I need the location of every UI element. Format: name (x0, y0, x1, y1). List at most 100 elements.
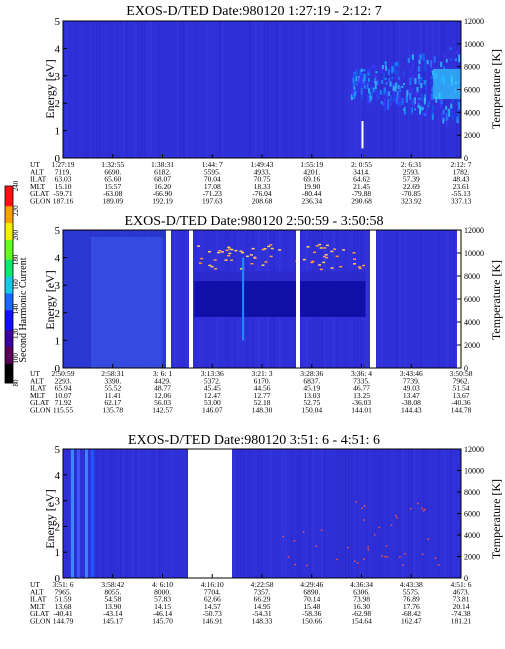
orbit-table-cell: 6837. (303, 376, 320, 385)
heatmap-cell (385, 545, 388, 547)
heatmap-cell (417, 502, 419, 505)
orbit-table-cell: 145.70 (152, 617, 173, 626)
heatmap-streak (84, 21, 86, 158)
heatmap-cell (264, 261, 268, 263)
orbit-table-cell: 3:21: 3 (251, 369, 272, 378)
orbit-table-cell: 3:36: 4 (351, 369, 372, 378)
colorbar-segment (5, 366, 13, 370)
orbit-table-cell: 3:51: 6 (52, 580, 73, 589)
heatmap-streak (342, 21, 344, 158)
colorbar-segment (5, 216, 13, 221)
heatmap-cell (394, 82, 397, 88)
colorbar-segment (5, 233, 13, 238)
orbit-table-cell: 4:16:10 (201, 580, 224, 589)
heatmap-cell (393, 70, 396, 75)
orbit-table-cell: 5595. (204, 167, 221, 176)
heatmap-cell (411, 54, 414, 60)
colorbar-segment (5, 335, 13, 339)
heatmap-cell (384, 77, 387, 80)
heatmap-cell (319, 247, 323, 249)
heatmap-cell (440, 101, 443, 110)
orbit-table-cell: 197.63 (202, 197, 223, 206)
orbit-row-label: UT (30, 580, 40, 589)
heatmap-streak (306, 21, 308, 158)
heatmap-streak (381, 21, 383, 158)
heatmap-cell (388, 78, 391, 81)
colorbar-segment (5, 323, 13, 328)
orbit-row-label: GLON (30, 406, 51, 415)
orbit-table-cell: 146.91 (202, 617, 223, 626)
heatmap-cell (353, 258, 357, 260)
heatmap-cell (458, 101, 461, 110)
heatmap-cell (352, 252, 356, 254)
heatmap-cell (429, 81, 432, 85)
heatmap-streak (276, 21, 278, 158)
orbit-table-cell: 68.07 (154, 175, 171, 184)
orbit-table-cell: -46.14 (153, 609, 173, 618)
heatmap-streak (381, 230, 383, 368)
colorbar-tick-label: 100 (12, 353, 20, 364)
colorbar-tick-label: 180 (12, 254, 20, 265)
heatmap-cell (368, 67, 371, 75)
heatmap-cell (228, 248, 232, 250)
heatmap-cell (342, 249, 346, 251)
orbit-row-label: MLT (30, 182, 46, 191)
heatmap-cell (389, 81, 392, 87)
data-gap (296, 229, 300, 369)
heatmap-cell (396, 516, 398, 519)
heatmap-streak (438, 449, 440, 578)
colorbar-segment (5, 337, 13, 342)
heatmap-streak (66, 449, 68, 578)
heatmap-cell (401, 97, 404, 105)
panel-2-y2label: Temperature [K] (489, 260, 503, 340)
colorbar-segment (5, 208, 13, 212)
heatmap-cell (355, 76, 358, 82)
heatmap-cell (392, 87, 395, 96)
colorbar-segment (5, 214, 13, 218)
colorbar-segment (5, 360, 13, 364)
heatmap-cell (410, 107, 413, 116)
heatmap-streak (420, 21, 422, 158)
orbit-table-cell: 70.04 (204, 175, 221, 184)
heatmap-streak (411, 449, 413, 578)
heatmap-streak (144, 21, 146, 158)
heatmap-cell (207, 251, 211, 253)
heatmap-cell (239, 250, 243, 252)
ytick-label: 2 (55, 521, 61, 533)
heatmap-streak (177, 21, 179, 158)
colorbar-segment (5, 245, 13, 249)
heatmap-streak (267, 21, 269, 158)
orbit-table-cell: 21.45 (353, 182, 370, 191)
heatmap-streak (426, 449, 428, 578)
heatmap-cell (241, 251, 245, 254)
orbit-table-cell: 2:50:59 (52, 369, 75, 378)
orbit-table-cell: 142.57 (152, 406, 173, 415)
orbit-table-cell: 13.68 (55, 602, 72, 611)
heatmap-streak (135, 21, 137, 158)
colorbar-segment (5, 363, 13, 367)
y2tick-label: 2000 (464, 341, 480, 350)
heatmap-streak (75, 449, 77, 578)
orbit-row-label: ALT (30, 376, 44, 385)
heatmap-streak (312, 449, 314, 578)
heatmap-cell (441, 112, 444, 120)
heatmap-streak (135, 449, 137, 578)
heatmap-cell (234, 249, 238, 252)
colorbar-tick-label: 240 (12, 180, 20, 191)
orbit-table-cell: 2: 0:55 (351, 160, 372, 169)
orbit-table-cell: 3:43:46 (400, 369, 423, 378)
orbit-table-cell: 337.13 (451, 197, 472, 206)
orbit-table-cell: -63.08 (103, 189, 123, 198)
heatmap-streak (324, 449, 326, 578)
orbit-table-cell: 12.77 (254, 391, 271, 400)
heatmap-cell (382, 72, 385, 80)
heatmap-cell (302, 531, 305, 534)
heatmap-cell (368, 91, 371, 99)
orbit-table-cell: 10.07 (55, 391, 72, 400)
heatmap-streak (378, 230, 380, 368)
heatmap-cell (376, 80, 379, 86)
heatmap-dense-band (194, 281, 366, 317)
heatmap-cell (432, 105, 435, 110)
colorbar-segment (5, 357, 13, 361)
